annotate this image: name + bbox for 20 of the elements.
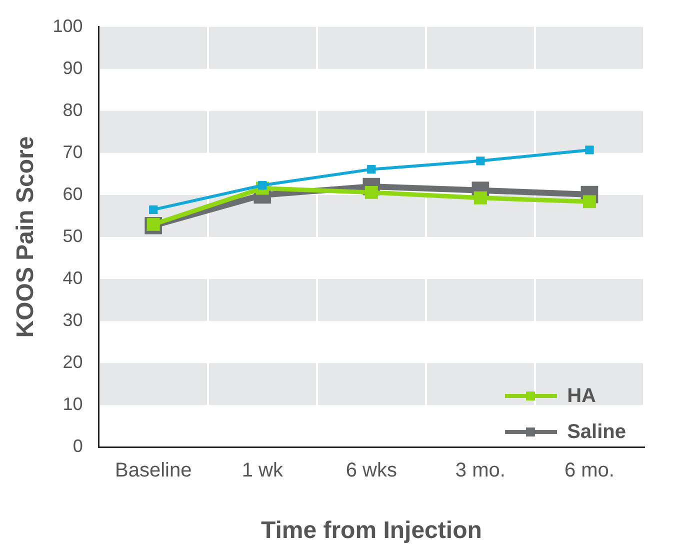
y-tick-label: 20 bbox=[62, 352, 83, 372]
y-tick-label: 70 bbox=[62, 142, 83, 162]
x-tick-label: 3 mo. bbox=[455, 460, 506, 482]
y-tick-label: 50 bbox=[62, 226, 83, 246]
y-tick-label: 30 bbox=[62, 310, 83, 330]
legend-label: HA bbox=[567, 384, 596, 408]
x-axis-title: Time from Injection bbox=[260, 517, 482, 544]
y-tick-label: 80 bbox=[62, 100, 83, 120]
y-tick-label: 100 bbox=[52, 16, 83, 36]
y-tick-label: 10 bbox=[62, 394, 83, 414]
x-tick-label: 6 mo. bbox=[564, 460, 614, 482]
legend-label: Saline bbox=[567, 420, 626, 444]
y-tick-label: 90 bbox=[62, 58, 83, 78]
y-tick-label: 0 bbox=[72, 436, 83, 456]
x-tick-label: 6 wks bbox=[346, 460, 397, 482]
y-axis-title: KOOS Pain Score bbox=[12, 136, 40, 338]
x-tick-label: 1 wk bbox=[242, 460, 284, 482]
x-tick-label: Baseline bbox=[114, 460, 192, 482]
y-tick-label: 40 bbox=[62, 268, 83, 288]
y-tick-label: 60 bbox=[62, 184, 83, 204]
